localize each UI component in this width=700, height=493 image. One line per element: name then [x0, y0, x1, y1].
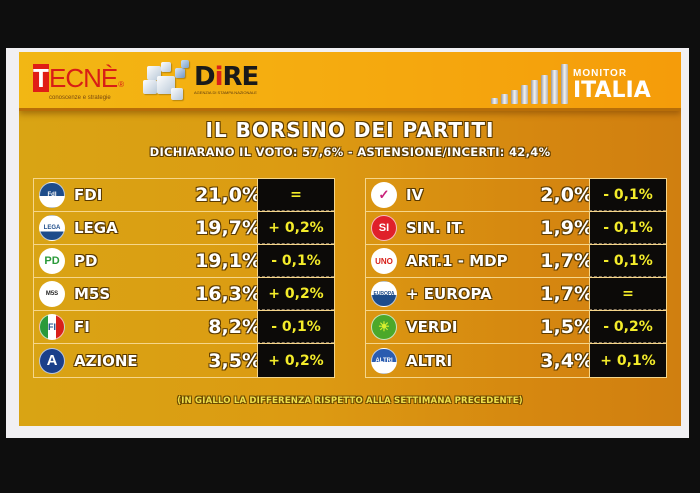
- party-percentage: 1,7%: [540, 250, 593, 272]
- party-name: FI: [74, 318, 90, 336]
- weekly-change: - 0,1%: [589, 245, 666, 277]
- fdi-logo-icon: FdI: [39, 182, 65, 208]
- party-name: ALTRI: [406, 351, 453, 370]
- table-row: UNO ART.1 - MDP 1,7% - 0,1%: [366, 245, 666, 278]
- header-band: T ECNÈ® conoscenze e strategie DiRE AGEN…: [19, 52, 681, 111]
- table-row: EUROPA + EUROPA 1,7% =: [366, 278, 666, 311]
- tecne-tagline: conoscenze e strategie: [49, 95, 111, 101]
- table-row: SI SIN. IT. 1,9% - 0,1%: [366, 212, 666, 245]
- iv-logo-icon: ✓: [371, 182, 397, 208]
- table-row: ✓ IV 2,0% - 0,1%: [366, 179, 666, 212]
- m5s-logo-icon: M5S: [39, 281, 65, 307]
- italia-label: ITALIA: [573, 78, 651, 103]
- party-percentage: 16,3%: [195, 283, 261, 305]
- lega-logo-icon: LEGA: [39, 215, 65, 241]
- table-row: FI FI 8,2% - 0,1%: [34, 311, 334, 344]
- weekly-change: - 0,1%: [589, 212, 666, 244]
- page-title: IL BORSINO DEI PARTITI: [205, 118, 495, 142]
- fi-logo-icon: FI: [39, 314, 65, 340]
- party-name: IV: [406, 186, 424, 204]
- party-percentage: 21,0%: [195, 184, 261, 206]
- signal-bars-icon: [491, 64, 568, 104]
- tecne-logo-initial: T: [33, 63, 49, 93]
- dire-tagline: AGENZIA DI STAMPA NAZIONALE: [194, 90, 257, 95]
- party-name: + EUROPA: [406, 285, 492, 303]
- party-percentage: 8,2%: [208, 316, 261, 338]
- tecne-logo-name: ECNÈ: [49, 63, 118, 93]
- azione-logo-icon: A: [39, 347, 65, 374]
- party-percentage: 1,5%: [540, 316, 593, 338]
- weekly-change: =: [257, 179, 334, 211]
- weekly-change: + 0,2%: [257, 278, 334, 310]
- table-row: M5S M5S 16,3% + 0,2%: [34, 278, 334, 311]
- party-name: M5S: [74, 285, 111, 303]
- table-row: LEGA LEGA 19,7% + 0,2%: [34, 212, 334, 245]
- party-name: AZIONE: [74, 351, 138, 370]
- monitor-italia-logo: MONITOR ITALIA: [491, 62, 671, 106]
- party-percentage: 19,1%: [195, 250, 261, 272]
- page-subtitle: DICHIARANO IL VOTO: 57,6% - ASTENSIONE/I…: [149, 145, 551, 159]
- art1-logo-icon: UNO: [371, 248, 397, 274]
- registered-mark: ®: [118, 80, 124, 89]
- weekly-change: + 0,2%: [257, 212, 334, 244]
- dire-logo: DiRE AGENZIA DI STAMPA NAZIONALE: [194, 62, 259, 95]
- right-party-table: ✓ IV 2,0% - 0,1% SI SIN. IT. 1,9% - 0,1%…: [365, 178, 667, 378]
- party-name: SIN. IT.: [406, 219, 466, 237]
- piu-europa-logo-icon: EUROPA: [371, 281, 397, 307]
- party-percentage: 19,7%: [195, 217, 261, 239]
- party-name: FDI: [74, 186, 103, 204]
- table-row: ☀ VERDI 1,5% - 0,2%: [366, 311, 666, 344]
- party-percentage: 1,9%: [540, 217, 593, 239]
- pd-logo-icon: PD: [39, 248, 65, 274]
- left-party-table: FdI FDI 21,0% = LEGA LEGA 19,7% + 0,2% P…: [33, 178, 335, 378]
- party-name: PD: [74, 252, 98, 270]
- party-name: ART.1 - MDP: [406, 252, 508, 270]
- weekly-change: + 0,2%: [257, 344, 334, 377]
- party-name: LEGA: [74, 219, 118, 237]
- poll-panel: T ECNÈ® conoscenze e strategie DiRE AGEN…: [19, 52, 681, 426]
- weekly-change: - 0,2%: [589, 311, 666, 343]
- weekly-change: + 0,1%: [589, 344, 666, 377]
- tecne-logo: T ECNÈ® conoscenze e strategie: [33, 63, 124, 101]
- tecne-logo-text: ECNÈ®: [49, 63, 124, 93]
- party-percentage: 2,0%: [540, 184, 593, 206]
- weekly-change: - 0,1%: [257, 245, 334, 277]
- party-percentage: 3,5%: [208, 349, 261, 372]
- table-row: A AZIONE 3,5% + 0,2%: [34, 344, 334, 377]
- table-row: PD PD 19,1% - 0,1%: [34, 245, 334, 278]
- si-logo-icon: SI: [371, 215, 397, 241]
- party-percentage: 3,4%: [540, 349, 593, 372]
- cubes-logo-icon: [139, 58, 195, 104]
- monitor-label: MONITOR: [573, 68, 628, 79]
- table-row: FdI FDI 21,0% =: [34, 179, 334, 212]
- altri-logo-icon: ALTRI: [371, 347, 397, 374]
- footnote: (IN GIALLO LA DIFFERENZA RISPETTO ALLA S…: [177, 396, 523, 406]
- weekly-change: - 0,1%: [257, 311, 334, 343]
- party-name: VERDI: [406, 318, 458, 336]
- verdi-logo-icon: ☀: [371, 314, 397, 340]
- dire-logo-text: DiRE: [194, 62, 259, 92]
- weekly-change: - 0,1%: [589, 179, 666, 211]
- party-percentage: 1,7%: [540, 283, 593, 305]
- table-row: ALTRI ALTRI 3,4% + 0,1%: [366, 344, 666, 377]
- weekly-change: =: [589, 278, 666, 310]
